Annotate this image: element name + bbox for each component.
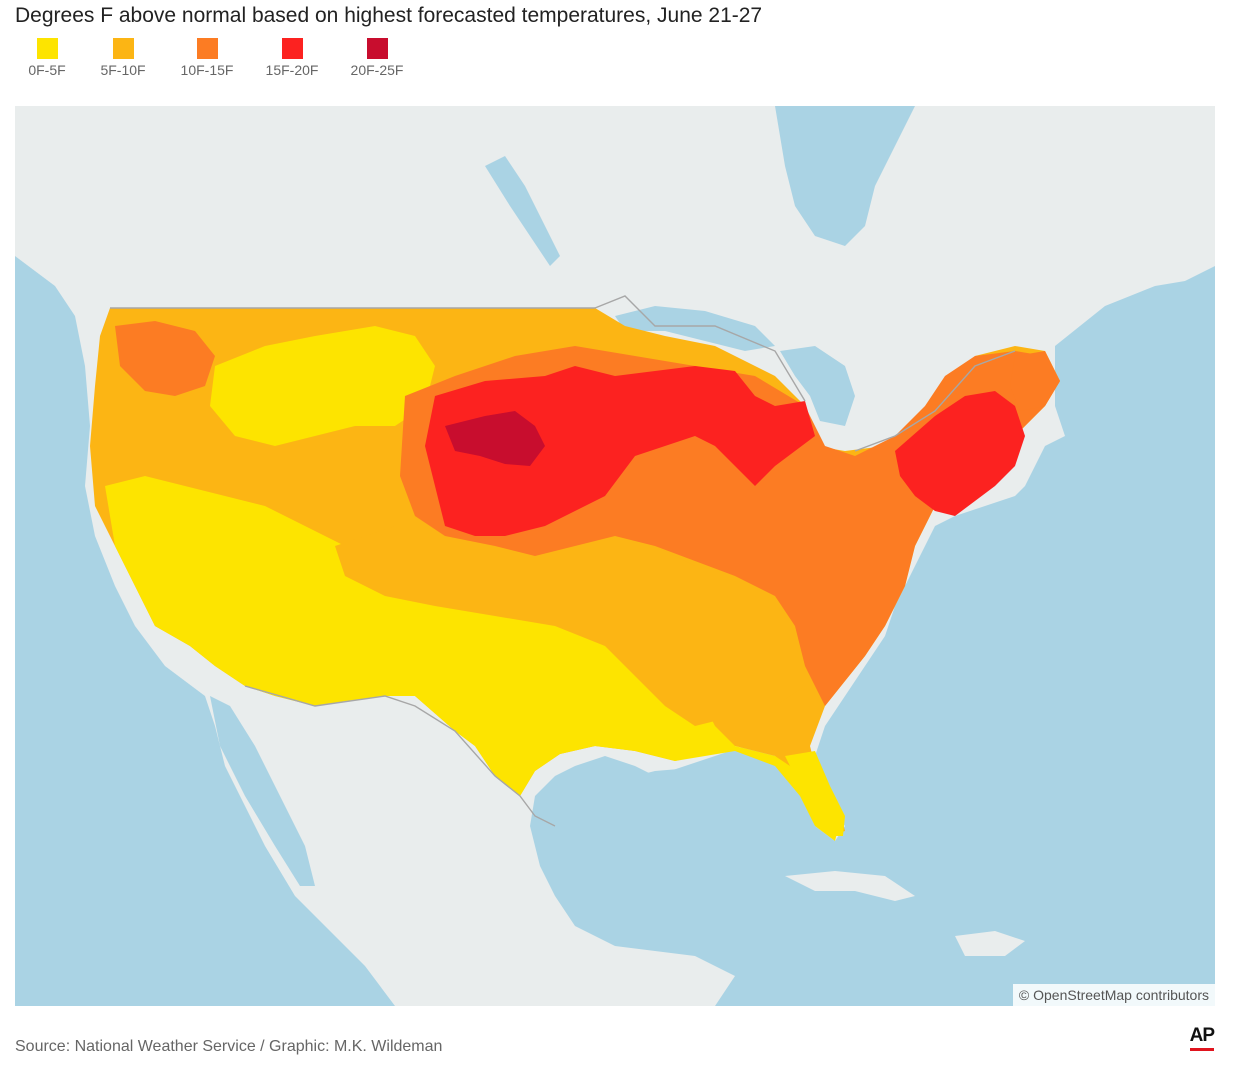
legend-label: 5F-10F	[100, 62, 146, 78]
legend-swatch	[366, 38, 388, 59]
legend-item-0f-5f: 0F-5F	[15, 38, 79, 78]
region-10f-15f-maine	[1010, 351, 1060, 411]
legend-item-20f-25f: 20F-25F	[337, 38, 417, 78]
legend-label: 0F-5F	[28, 62, 66, 78]
gulf-of-california	[210, 696, 315, 886]
legend-swatch	[281, 38, 303, 59]
region-0f-5f-northwest	[210, 326, 435, 446]
cuba	[785, 871, 915, 901]
map-canvas	[15, 106, 1215, 1006]
legend-label: 15F-20F	[265, 62, 319, 78]
legend-item-15f-20f: 15F-20F	[247, 38, 337, 78]
lake-superior	[615, 306, 775, 351]
gulf-of-mexico	[540, 766, 820, 936]
map[interactable]: © OpenStreetMap contributors	[15, 106, 1215, 1006]
hispaniola	[955, 931, 1025, 956]
lake-huron	[780, 346, 855, 426]
region-10f-15f-northwest	[115, 321, 215, 396]
source-credit: Source: National Weather Service / Graph…	[15, 1038, 443, 1055]
hudson-bay	[775, 106, 915, 246]
region-15f-20f-northeast	[895, 391, 1025, 516]
region-15f-20f-midwest	[425, 366, 815, 536]
us-heat-map	[90, 308, 1060, 841]
borders	[110, 295, 1016, 827]
map-attribution[interactable]: © OpenStreetMap contributors	[1012, 984, 1215, 1006]
legend: 0F-5F 5F-10F 10F-15F 15F-20F 20F-25F	[15, 38, 417, 78]
region-0f-5f-south	[105, 476, 840, 841]
gulf-st-lawrence	[1055, 276, 1215, 436]
chart-title: Degrees F above normal based on highest …	[15, 4, 763, 27]
lake-winnipeg	[485, 156, 560, 266]
region-20f-25f	[445, 411, 545, 466]
legend-item-10f-15f: 10F-15F	[167, 38, 247, 78]
region-0f-5f-florida	[785, 751, 845, 836]
legend-swatch	[196, 38, 218, 59]
legend-swatch	[112, 38, 134, 59]
pacific-ocean	[15, 256, 395, 1006]
region-5f-10f-central	[335, 526, 815, 726]
legend-item-5f-10f: 5F-10F	[79, 38, 167, 78]
ap-logo: AP	[1189, 1026, 1215, 1051]
legend-label: 10F-15F	[180, 62, 234, 78]
legend-swatch	[36, 38, 58, 59]
legend-label: 20F-25F	[350, 62, 404, 78]
